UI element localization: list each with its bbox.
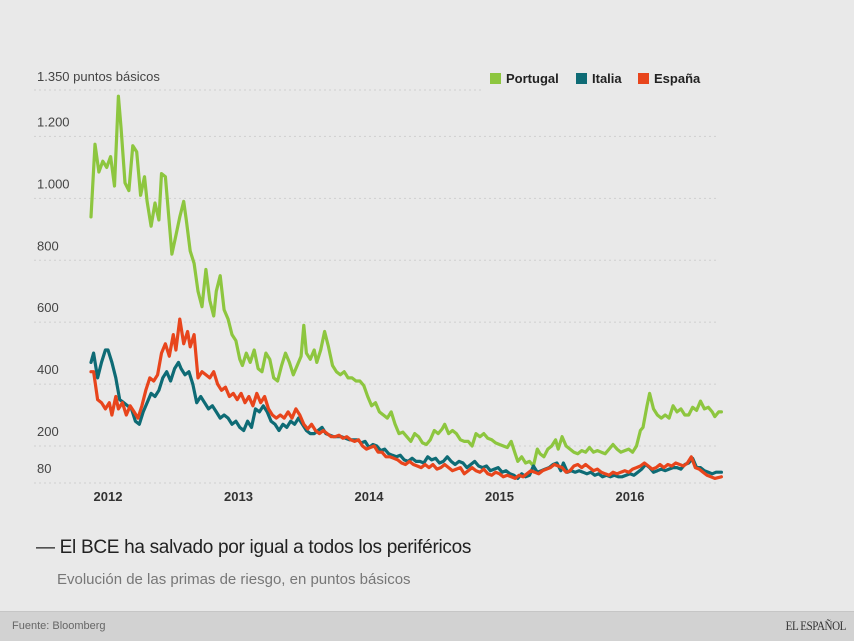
legend-swatch [576,73,587,84]
series-lines [89,94,723,480]
y-tick-label: 600 [37,300,59,315]
y-tick-label: 80 [37,461,51,476]
y-tick-label: 800 [37,238,59,253]
legend-swatch [638,73,649,84]
source-note: Fuente: Bloomberg [12,620,106,632]
legend-item[interactable]: Italia [576,71,622,86]
line-chart: 1.350 puntos básicos 1.200 1.000 800 600 400 2… [34,69,723,504]
legend-item[interactable]: Portugal [490,71,559,86]
x-tick-label: 2013 [224,489,253,504]
brand-logo[interactable]: EL ESPAÑOL [785,618,847,633]
x-tick-label: 2012 [94,489,123,504]
legend-label: Italia [592,71,622,86]
chart-subtitle: Evolución de las primas de riesgo, en pu… [57,571,411,588]
legend-item[interactable]: España [638,71,701,86]
y-tick-label: 1.350 puntos básicos [37,69,160,84]
y-tick-label: 200 [37,424,59,439]
legend-swatch [490,73,501,84]
chart-title: — El BCE ha salvado por igual a todos lo… [36,537,472,558]
gridlines [34,89,718,484]
x-tick-label: 2014 [355,489,385,504]
footer-bar: Fuente: Bloomberg EL ESPAÑOL [0,611,854,641]
y-tick-label: 400 [37,362,59,377]
y-axis-labels: 1.350 puntos básicos 1.200 1.000 800 600 400 2… [37,69,160,476]
x-tick-label: 2015 [485,489,514,504]
x-tick-label: 2016 [616,489,645,504]
legend-label: Portugal [506,71,559,86]
y-tick-label: 1.000 [37,176,70,191]
legend-label: España [654,71,701,86]
x-axis-labels: 2012 2013 2014 2015 2016 [94,489,645,504]
series-line-portugal [89,94,723,468]
series-line-italia [89,348,723,480]
series-line-espana [89,317,723,480]
legend: Portugal Italia España [490,71,701,86]
y-tick-label: 1.200 [37,114,70,129]
